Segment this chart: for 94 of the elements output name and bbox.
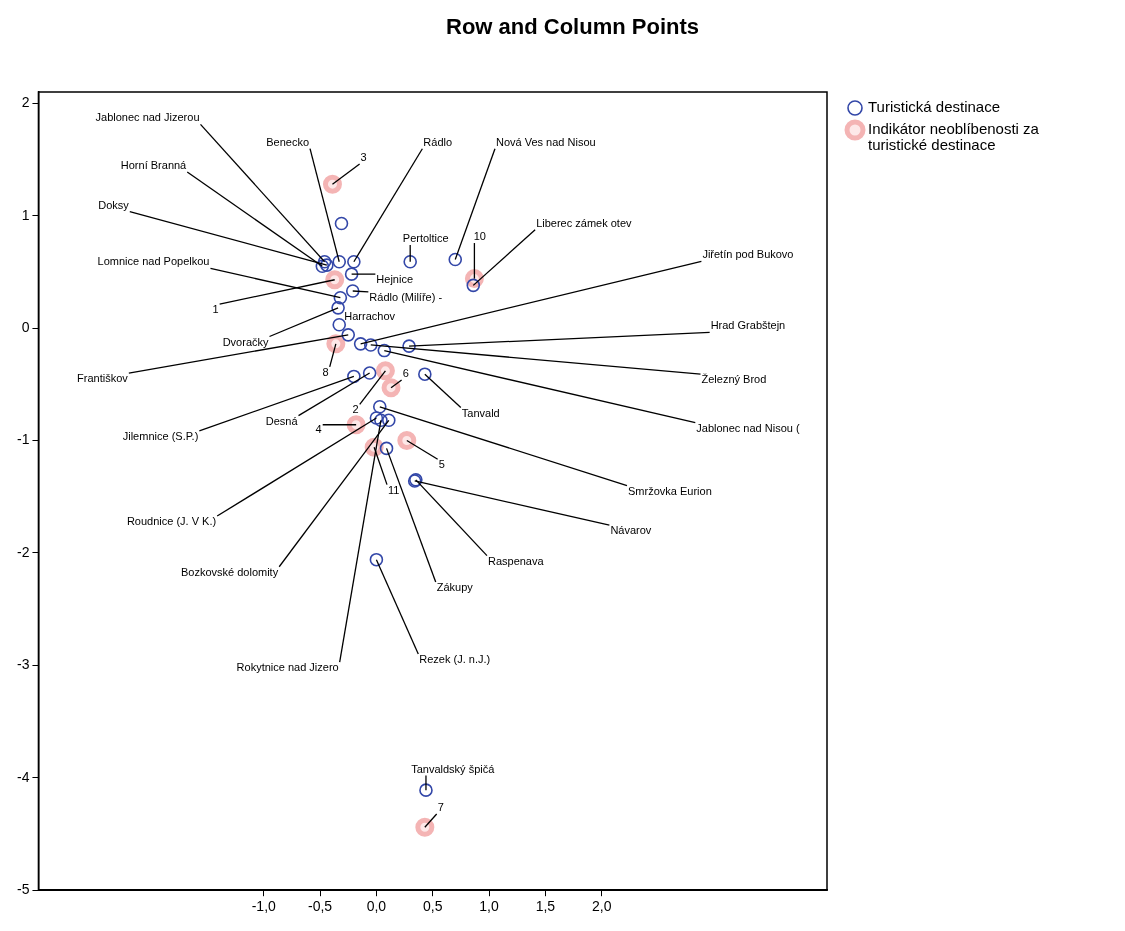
point [325,270,345,290]
point [403,254,417,269]
y-tick-label: -3 [17,656,30,673]
point [418,367,432,381]
annotation: Zákupy [436,580,474,593]
point [334,216,349,231]
annotation: Rádlo [423,135,453,148]
point [322,174,342,194]
annotation: Doksy [98,198,130,211]
point [381,378,401,398]
annotation: 8 [322,365,329,378]
annotation: 11 [387,483,400,496]
annotation: Tanvald [461,406,500,419]
point [381,413,396,428]
annotation: 1 [212,303,219,316]
annotation: Pertoltice [402,232,449,245]
annotation: Nová Ves nad Nisou [495,135,596,148]
legend-label: Indikátor neoblíbenosti za turistické destinace [868,120,1040,154]
point [369,552,384,567]
annotation: Návarov [610,524,652,537]
annotation: 4 [315,422,322,435]
point [369,411,384,425]
annotation: Dvoračky [222,335,270,348]
x-tick-label: 1,5 [535,898,556,915]
point [315,259,330,274]
annotation: Harrachov [344,310,396,323]
annotation: Roudnice (J. V K.) [126,515,217,528]
annotation: Jilemnice (S.P.) [122,429,199,442]
point [331,301,345,315]
annotation: Jablonec nad Nisou ( [696,421,800,434]
point [333,290,348,305]
point [397,431,417,451]
annotation: Bozkovské dolomity [180,565,279,578]
point [372,399,387,414]
legend-label: Turistická destinace [868,98,1000,116]
annotation: Liberec zámek otev [536,216,633,229]
annotation: Rezek (J. n.J.) [419,653,491,665]
point [362,366,377,380]
x-tick-label: -1,0 [251,898,277,915]
point [341,328,356,342]
x-tick-label: 2,0 [591,898,612,915]
point [379,441,394,456]
x-tick-label: 0,5 [422,898,443,915]
annotation: 10 [473,230,486,243]
point [374,413,388,428]
point [402,339,416,353]
y-tick-label: -1 [17,431,30,448]
point [326,334,346,354]
x-tick-label: 0,0 [366,898,387,915]
annotation: 5 [438,458,445,471]
annotation: Hejnice [376,272,414,285]
point [448,252,463,267]
point [332,317,347,332]
point [353,337,368,351]
point [347,254,361,269]
point [317,254,332,269]
annotation: Františkov [77,372,129,385]
annotation: Horní Branná [120,159,188,172]
annotation: Tanvaldský špičá [411,762,496,775]
point [419,783,433,797]
annotation: Jiřetín pod Bukovo [702,248,794,261]
annotation: Benecko [266,135,310,148]
annotation: Rokytnice nad Jizero [236,661,339,674]
y-tick-label: -4 [17,768,30,785]
point [415,817,435,837]
chart-title: Row and Column Points [446,14,699,40]
point [347,369,361,384]
annotation: 7 [437,801,444,814]
annotation: Desná [265,414,299,427]
point [377,343,392,358]
y-tick-label: -5 [17,881,30,898]
point [345,284,360,298]
x-tick-label: 1,0 [479,898,499,915]
point [320,258,334,272]
annotation: Rádlo (Milíře) - [369,290,443,303]
y-tick-label: -2 [17,543,30,560]
x-tick-label: -0,5 [308,898,333,915]
point [363,338,378,352]
annotation: Lomnice nad Popelkou [97,255,210,268]
point [466,278,481,293]
annotation: Hrad Grabštejn [710,319,786,332]
y-tick-label: 2 [21,94,30,111]
point [375,361,395,381]
annotation: 6 [402,366,409,379]
annotation: 2 [352,403,359,416]
point [344,267,359,281]
annotation: Železný Brod [701,373,767,386]
annotation: 3 [360,150,367,163]
y-tick-label: 0 [21,318,30,335]
y-tick-label: 1 [21,206,30,223]
annotation: Smržovka Eurion [628,484,712,497]
point [332,254,347,269]
annotation: Raspenava [487,554,545,567]
annotation: Jablonec nad Jizerou [95,111,200,124]
